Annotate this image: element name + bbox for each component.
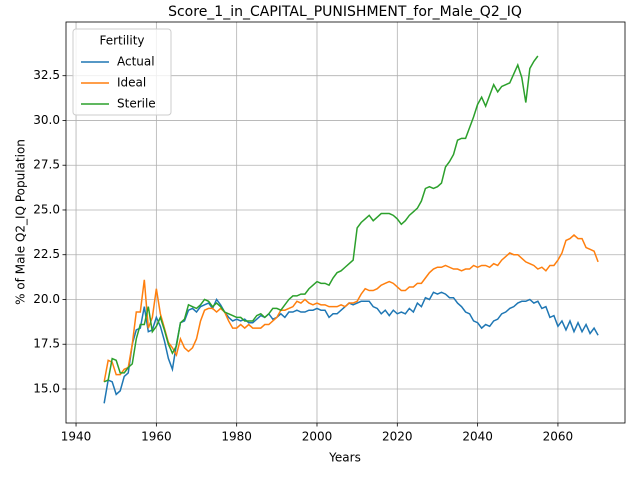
- x-tick-label: 1980: [221, 430, 252, 444]
- x-tick-label: 1960: [141, 430, 172, 444]
- y-tick-label: 20.0: [33, 292, 60, 306]
- x-axis-label: Years: [328, 451, 361, 465]
- series-line: [103, 291, 599, 404]
- legend-box: [72, 28, 172, 116]
- series-line: [103, 55, 539, 383]
- x-tick-label: 2060: [543, 430, 574, 444]
- x-tick-label: 1940: [61, 430, 92, 444]
- x-tick-label: 2040: [462, 430, 493, 444]
- y-tick-label: 30.0: [33, 113, 60, 127]
- y-tick-label: 25.0: [33, 202, 60, 216]
- legend-label: Actual: [117, 55, 155, 69]
- x-tick-label: 2020: [382, 430, 413, 444]
- y-axis-label: % of Male Q2_IQ Population: [14, 139, 28, 305]
- legend-label: Ideal: [117, 76, 146, 90]
- y-tick-label: 32.5: [33, 68, 60, 82]
- x-tick-label: 2000: [302, 430, 333, 444]
- series-line: [103, 234, 599, 382]
- y-tick-label: 27.5: [33, 158, 60, 172]
- plot-frame: [65, 21, 626, 424]
- legend: Fertility Actual Ideal Sterile: [72, 28, 172, 116]
- legend-title: Fertility: [99, 34, 144, 48]
- y-tick-label: 17.5: [33, 337, 60, 351]
- chart-title: Score_1_in_CAPITAL_PUNISHMENT_for_Male_Q…: [168, 4, 522, 20]
- y-tick-label: 15.0: [33, 381, 60, 395]
- y-tick-label: 22.5: [33, 247, 60, 261]
- legend-label: Sterile: [117, 97, 156, 111]
